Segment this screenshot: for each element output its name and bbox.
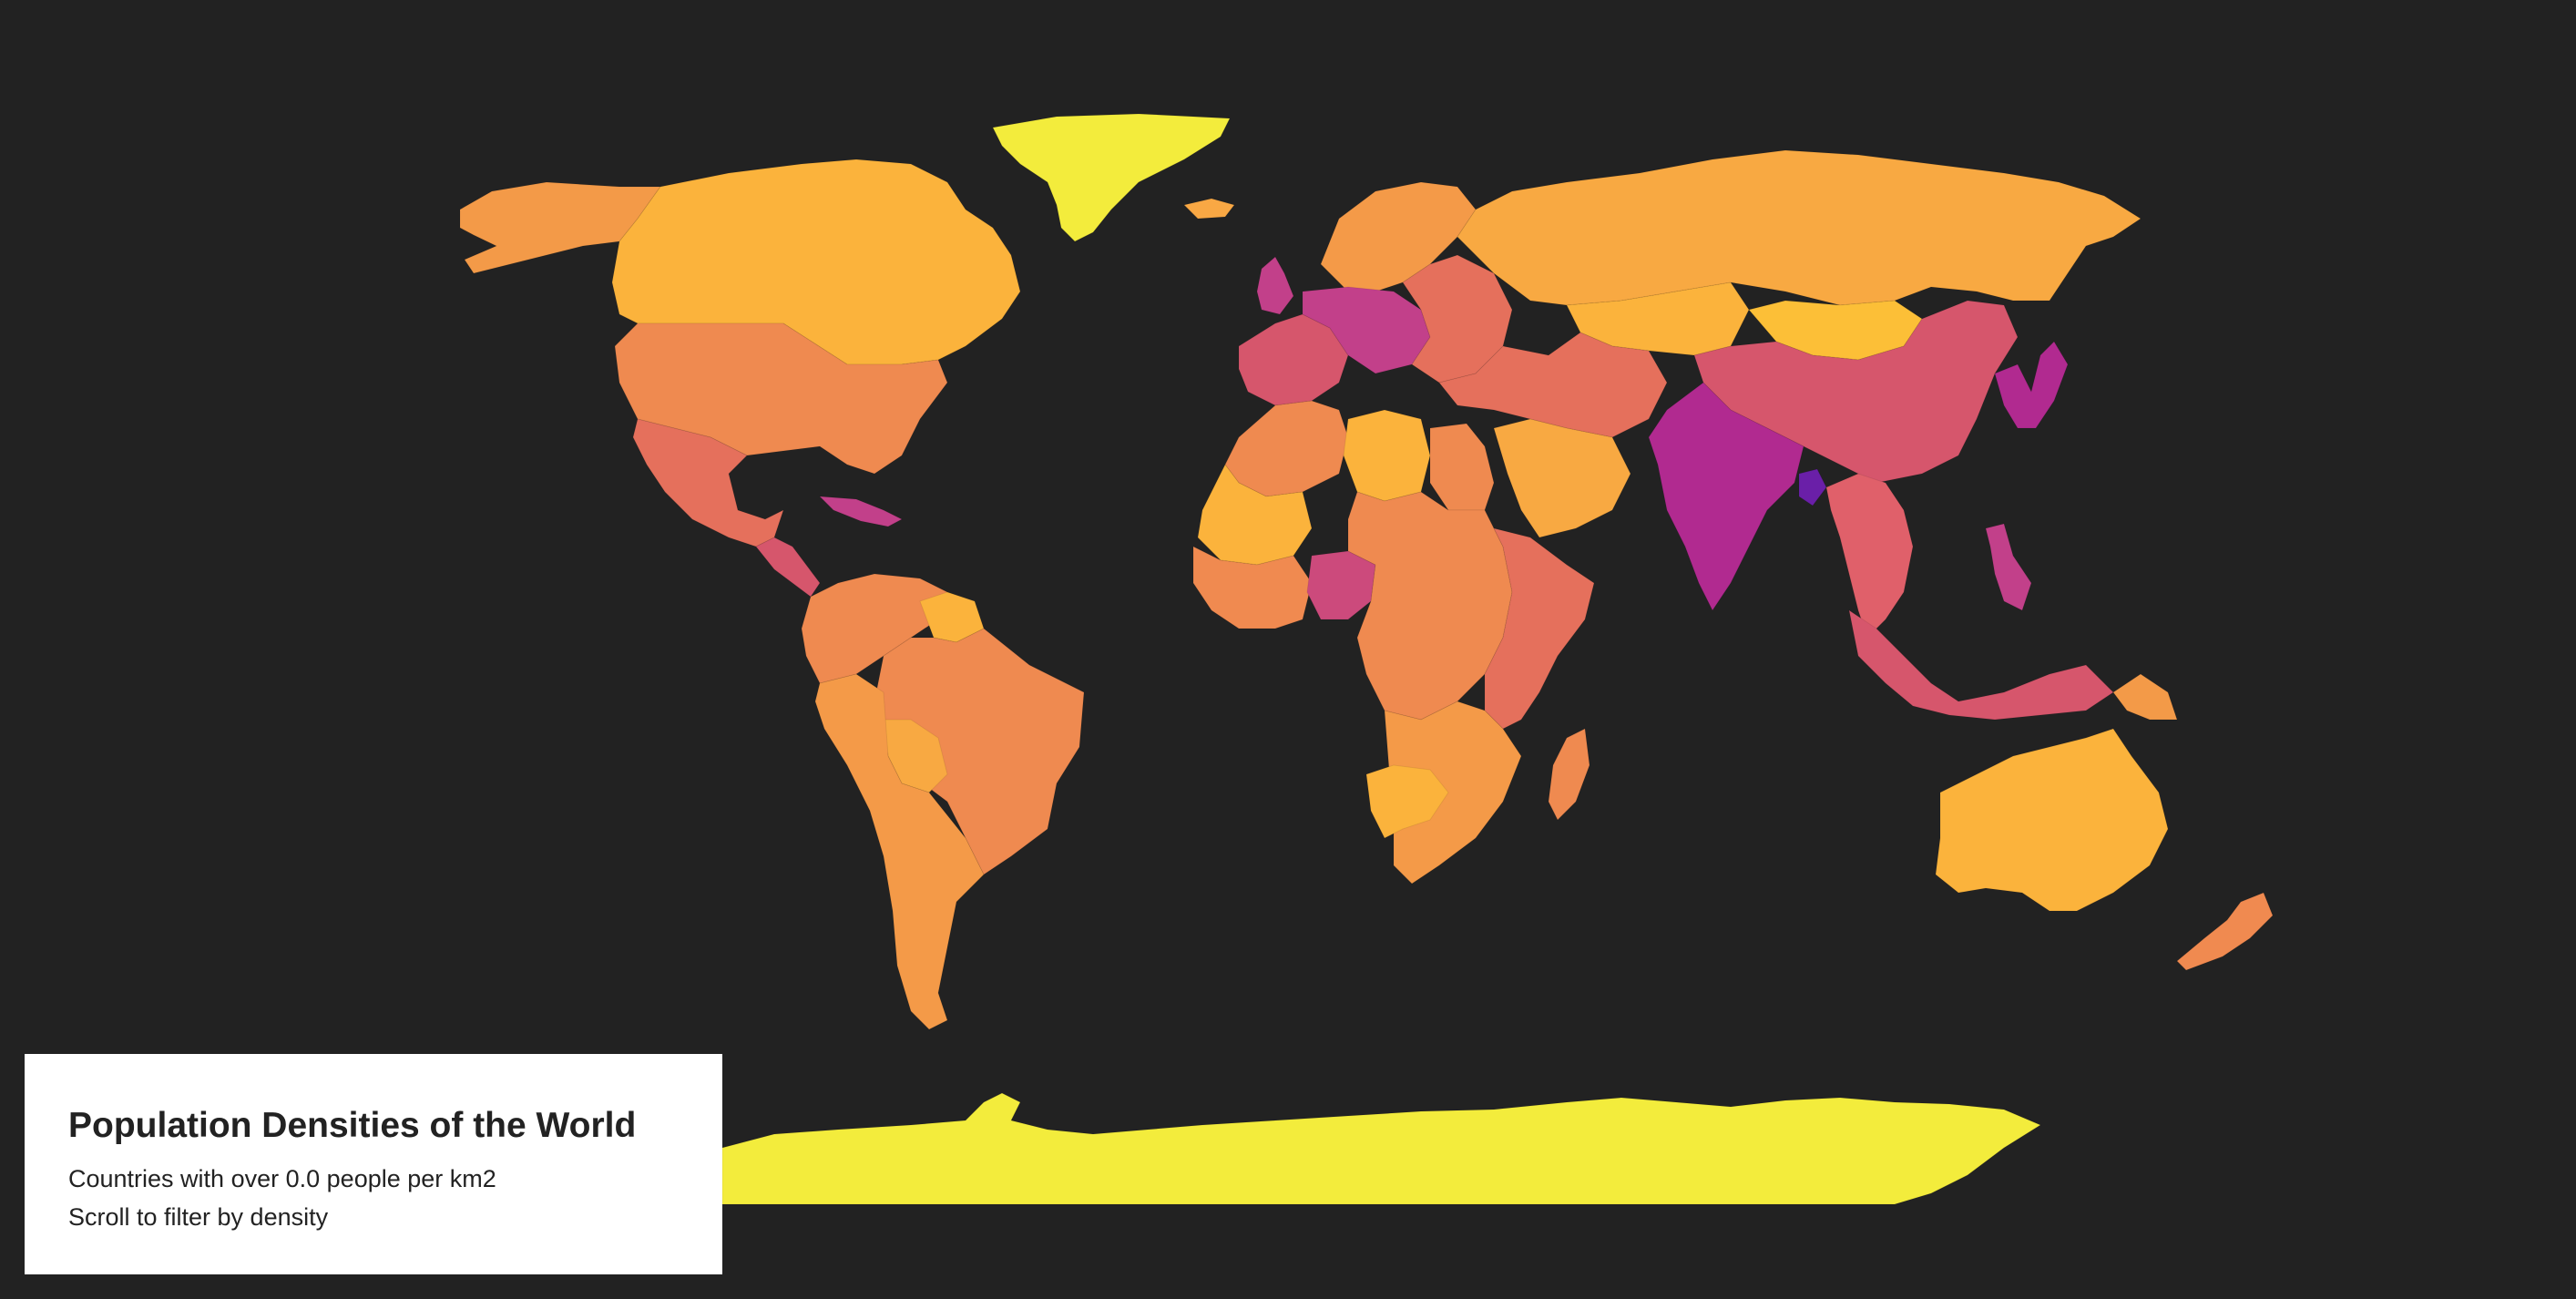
subtitle-suffix: people per km2 bbox=[320, 1164, 496, 1192]
region-russia[interactable] bbox=[1457, 149, 2142, 306]
map-title: Population Densities of the World bbox=[68, 1106, 637, 1145]
region-egypt[interactable] bbox=[1429, 423, 1495, 511]
legend-panel: Population Densities of the World Countr… bbox=[25, 1054, 722, 1274]
region-middle-east[interactable] bbox=[1438, 332, 1668, 438]
region-caribbean[interactable] bbox=[818, 496, 904, 527]
density-filter-text: Countries with over 0.0 people per km2 bbox=[68, 1161, 679, 1199]
region-antarctica[interactable] bbox=[721, 1092, 2042, 1205]
region-mexico[interactable] bbox=[632, 418, 784, 547]
scroll-instruction: Scroll to filter by density bbox=[68, 1202, 329, 1231]
region-mauritania-mali[interactable] bbox=[1197, 464, 1313, 566]
region-canada[interactable] bbox=[611, 159, 1021, 365]
region-west-africa[interactable] bbox=[1192, 546, 1313, 629]
region-southern-cone[interactable] bbox=[814, 673, 985, 1030]
region-central-america[interactable] bbox=[755, 537, 821, 598]
region-australia[interactable] bbox=[1935, 728, 2169, 912]
region-papua-new-guinea[interactable] bbox=[2112, 673, 2178, 721]
region-iceland[interactable] bbox=[1183, 198, 1235, 220]
region-north-africa[interactable] bbox=[1224, 400, 1349, 497]
min-density-value: 0.0 bbox=[285, 1164, 321, 1192]
region-southeast-asia[interactable] bbox=[1825, 473, 1914, 639]
region-philippines[interactable] bbox=[1985, 523, 2032, 611]
region-namibia-botswana[interactable] bbox=[1365, 764, 1449, 839]
region-greenland[interactable] bbox=[992, 113, 1231, 242]
region-east-africa[interactable] bbox=[1484, 527, 1595, 730]
region-bangladesh[interactable] bbox=[1798, 468, 1827, 506]
region-western-europe[interactable] bbox=[1238, 313, 1349, 406]
region-alaska[interactable] bbox=[459, 181, 661, 274]
region-madagascar[interactable] bbox=[1548, 728, 1590, 821]
region-new-zealand[interactable] bbox=[2176, 892, 2274, 971]
region-arabian-peninsula[interactable] bbox=[1493, 418, 1631, 538]
region-libya[interactable] bbox=[1343, 409, 1431, 502]
region-united-kingdom[interactable] bbox=[1256, 256, 1294, 315]
region-india[interactable] bbox=[1648, 382, 1804, 611]
subtitle-prefix: Countries with over bbox=[68, 1164, 286, 1192]
region-southern-africa[interactable] bbox=[1384, 701, 1522, 885]
region-korea-japan[interactable] bbox=[1994, 341, 2069, 429]
